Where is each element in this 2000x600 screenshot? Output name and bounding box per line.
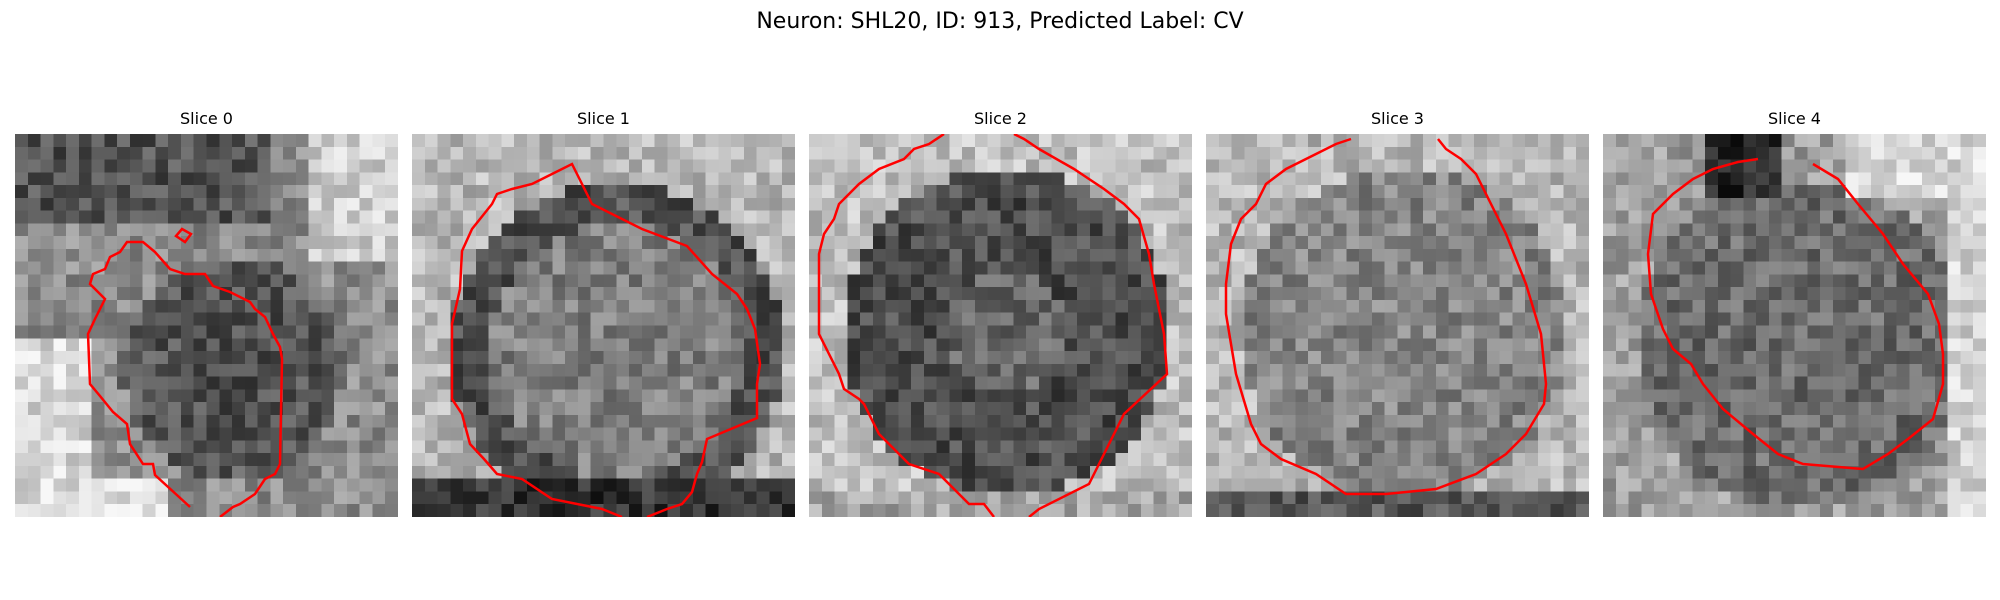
segmentation-contour <box>450 162 762 517</box>
segmentation-contour <box>1646 157 1945 471</box>
segmentation-contour <box>1224 137 1548 496</box>
panel-title: Slice 3 <box>1371 109 1424 128</box>
panel-title: Slice 1 <box>577 109 630 128</box>
slice-panel-3: Slice 3 <box>1206 108 1589 517</box>
panel-title: Slice 0 <box>180 109 233 128</box>
panel-title: Slice 2 <box>974 109 1027 128</box>
slice-panel-0: Slice 0 <box>15 108 398 517</box>
segmentation-contour <box>86 227 284 517</box>
slice-image <box>1206 134 1589 517</box>
slice-image <box>809 134 1192 517</box>
slice-image <box>1603 134 1986 517</box>
figure-title: Neuron: SHL20, ID: 913, Predicted Label:… <box>756 9 1244 34</box>
slice-image <box>412 134 795 517</box>
panel-title: Slice 4 <box>1768 109 1821 128</box>
slice-panel-1: Slice 1 <box>412 108 795 517</box>
slice-image <box>15 134 398 517</box>
grayscale-micrograph <box>412 134 795 517</box>
slice-panel-4: Slice 4 <box>1603 108 1986 517</box>
grayscale-micrograph <box>1603 134 1986 517</box>
segmentation-contour <box>817 134 1169 517</box>
grayscale-micrograph <box>1206 134 1589 517</box>
grayscale-micrograph <box>15 134 398 517</box>
grayscale-micrograph <box>809 134 1192 517</box>
slice-panel-2: Slice 2 <box>809 108 1192 517</box>
